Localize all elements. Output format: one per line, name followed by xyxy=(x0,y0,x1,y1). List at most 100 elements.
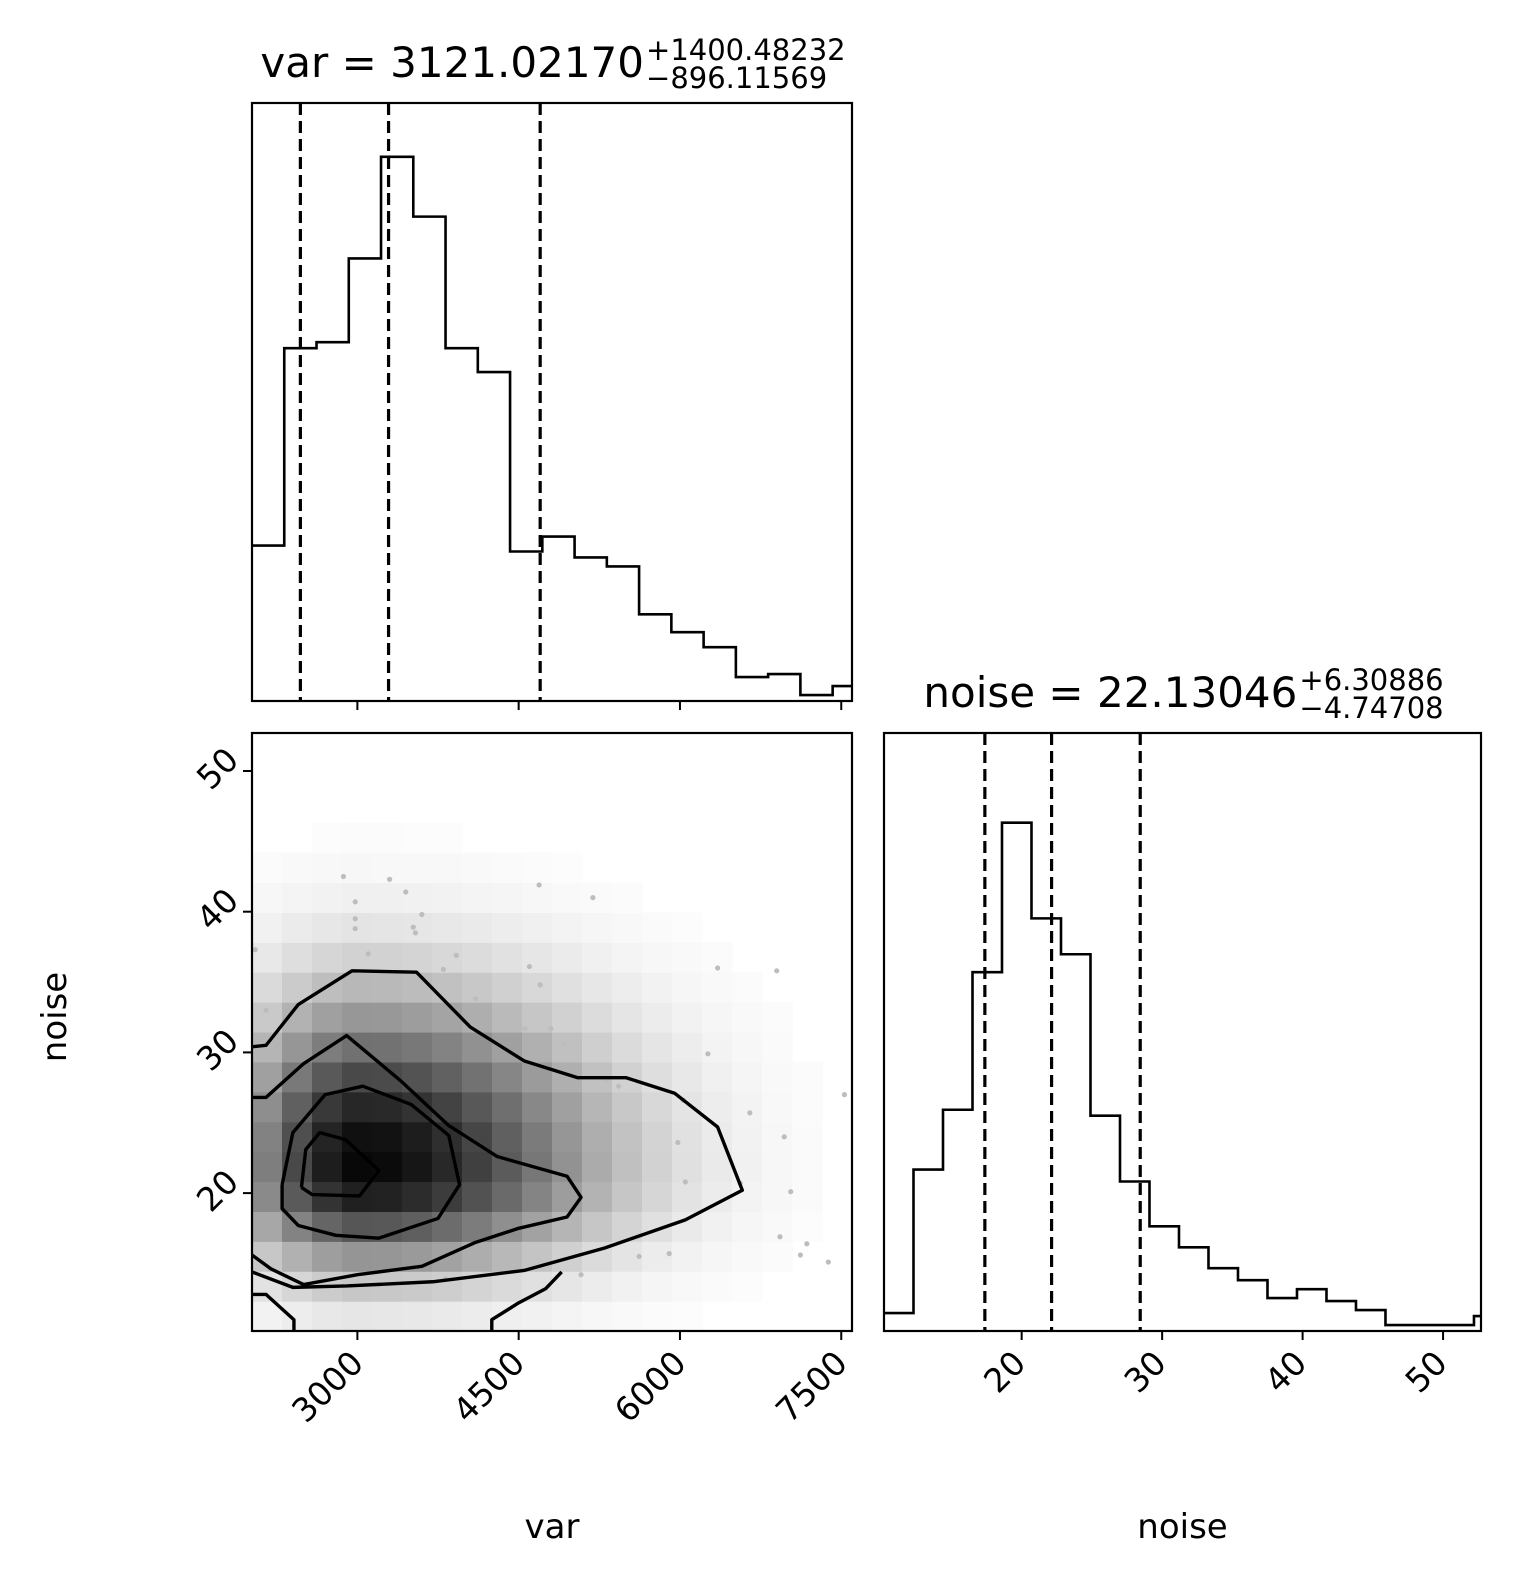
density-cell xyxy=(402,882,433,913)
density-cell xyxy=(432,942,463,973)
density-cell xyxy=(612,1301,643,1331)
scatter-point xyxy=(774,968,780,974)
density-cell xyxy=(672,1032,703,1063)
density-cell xyxy=(462,912,493,943)
density-cell xyxy=(732,1091,763,1123)
joint-y-tick-label: 50 xyxy=(189,740,246,797)
density-cell xyxy=(702,972,733,1003)
scatter-point xyxy=(522,1025,528,1032)
density-cell xyxy=(762,1061,793,1093)
scatter-point xyxy=(777,1234,783,1240)
density-cell xyxy=(612,1002,643,1033)
var-plot-area xyxy=(252,103,852,701)
density-cell xyxy=(312,1061,343,1093)
density-cell xyxy=(372,852,403,884)
joint-x-tick-label: 6000 xyxy=(607,1343,694,1430)
scatter-point xyxy=(705,1051,711,1057)
density-contour xyxy=(252,1292,296,1331)
scatter-point xyxy=(387,876,393,882)
scatter-point xyxy=(714,965,721,971)
density-cell xyxy=(492,882,523,913)
density-cell xyxy=(402,1271,433,1302)
scatter-point xyxy=(825,1259,831,1265)
density-cell xyxy=(342,1241,373,1272)
density-cell xyxy=(492,1211,523,1242)
density-cell xyxy=(582,942,613,973)
density-cell xyxy=(432,852,463,884)
density-cell xyxy=(582,972,613,1003)
density-cell xyxy=(552,912,583,943)
density-cell xyxy=(432,1211,463,1242)
var-title-minus-error: −896.11569 xyxy=(646,61,827,95)
noise-x-tick-label: 50 xyxy=(1397,1343,1454,1400)
density-cell xyxy=(672,1211,703,1242)
density-cell xyxy=(522,1091,553,1123)
joint-axes-frame xyxy=(250,731,854,1333)
density-cell xyxy=(552,1121,583,1153)
joint-plot-area xyxy=(252,822,848,1331)
density-cell xyxy=(762,1181,793,1212)
density-cell xyxy=(402,1301,433,1331)
joint-y-axis-label: noise xyxy=(35,972,75,1062)
noise-plot-area xyxy=(884,733,1481,1331)
density-cell xyxy=(732,1032,763,1063)
density-cell xyxy=(282,1091,313,1123)
density-cell xyxy=(672,1061,703,1093)
joint-x-tick-label: 3000 xyxy=(284,1343,371,1430)
density-cell xyxy=(372,822,403,854)
scatter-point xyxy=(548,1025,554,1032)
scatter-point xyxy=(419,911,425,918)
density-cell xyxy=(642,1121,673,1153)
scatter-point xyxy=(616,1083,622,1089)
scatter-point xyxy=(526,963,533,970)
density-cell xyxy=(402,852,433,884)
scatter-point xyxy=(340,873,346,880)
density-cell xyxy=(642,1301,673,1331)
density-cell xyxy=(252,1121,283,1153)
density-cell xyxy=(462,882,493,913)
density-cell xyxy=(702,1271,733,1302)
density-cell xyxy=(312,852,343,884)
density-cell xyxy=(642,972,673,1003)
density-cell xyxy=(612,942,643,973)
density-cell xyxy=(312,1211,343,1242)
density-cell xyxy=(612,1151,643,1183)
scatter-point xyxy=(804,1241,810,1247)
joint-x-tick-label: 4500 xyxy=(445,1343,532,1430)
density-cell xyxy=(312,1301,343,1331)
density-cell xyxy=(282,1301,313,1331)
density-cell xyxy=(582,1181,613,1212)
noise-x-axis-label: noise xyxy=(1137,1507,1227,1547)
density-contour xyxy=(299,1130,381,1198)
var-title: var = 3121.02170 +1400.48232−896.11569 xyxy=(260,33,845,95)
density-cell xyxy=(762,1091,793,1123)
noise-x-tick-label: 40 xyxy=(1257,1343,1314,1400)
density-cell xyxy=(312,1002,343,1033)
var-noise-joint-density-panel: 3000 4500 6000 7500 20 30 40 50 var noise xyxy=(35,731,855,1547)
noise-x-tick-label: 30 xyxy=(1117,1343,1174,1400)
density-cell xyxy=(522,1181,553,1212)
density-cell xyxy=(282,852,313,884)
density-cell xyxy=(702,1241,733,1272)
density-cell xyxy=(582,1032,613,1063)
density-cell xyxy=(402,1032,433,1063)
density-cell xyxy=(312,912,343,943)
density-cell xyxy=(282,1032,313,1063)
scatter-point xyxy=(263,1007,269,1013)
scatter-point xyxy=(252,947,258,953)
density-cell xyxy=(402,1151,433,1183)
joint-x-axis-label: var xyxy=(525,1507,580,1547)
density-cell xyxy=(792,1211,823,1242)
density-cell xyxy=(732,1181,763,1212)
density-cell xyxy=(402,1002,433,1033)
density-cell xyxy=(282,882,313,913)
var-axes-frame xyxy=(250,101,854,703)
scatter-point xyxy=(675,1139,681,1146)
density-cell xyxy=(672,1121,703,1153)
density-cell xyxy=(762,1121,793,1153)
density-cell xyxy=(432,822,463,854)
density-cell xyxy=(522,882,553,913)
scatter-point xyxy=(537,982,543,988)
density-cell xyxy=(522,1121,553,1153)
density-cell xyxy=(342,972,373,1003)
